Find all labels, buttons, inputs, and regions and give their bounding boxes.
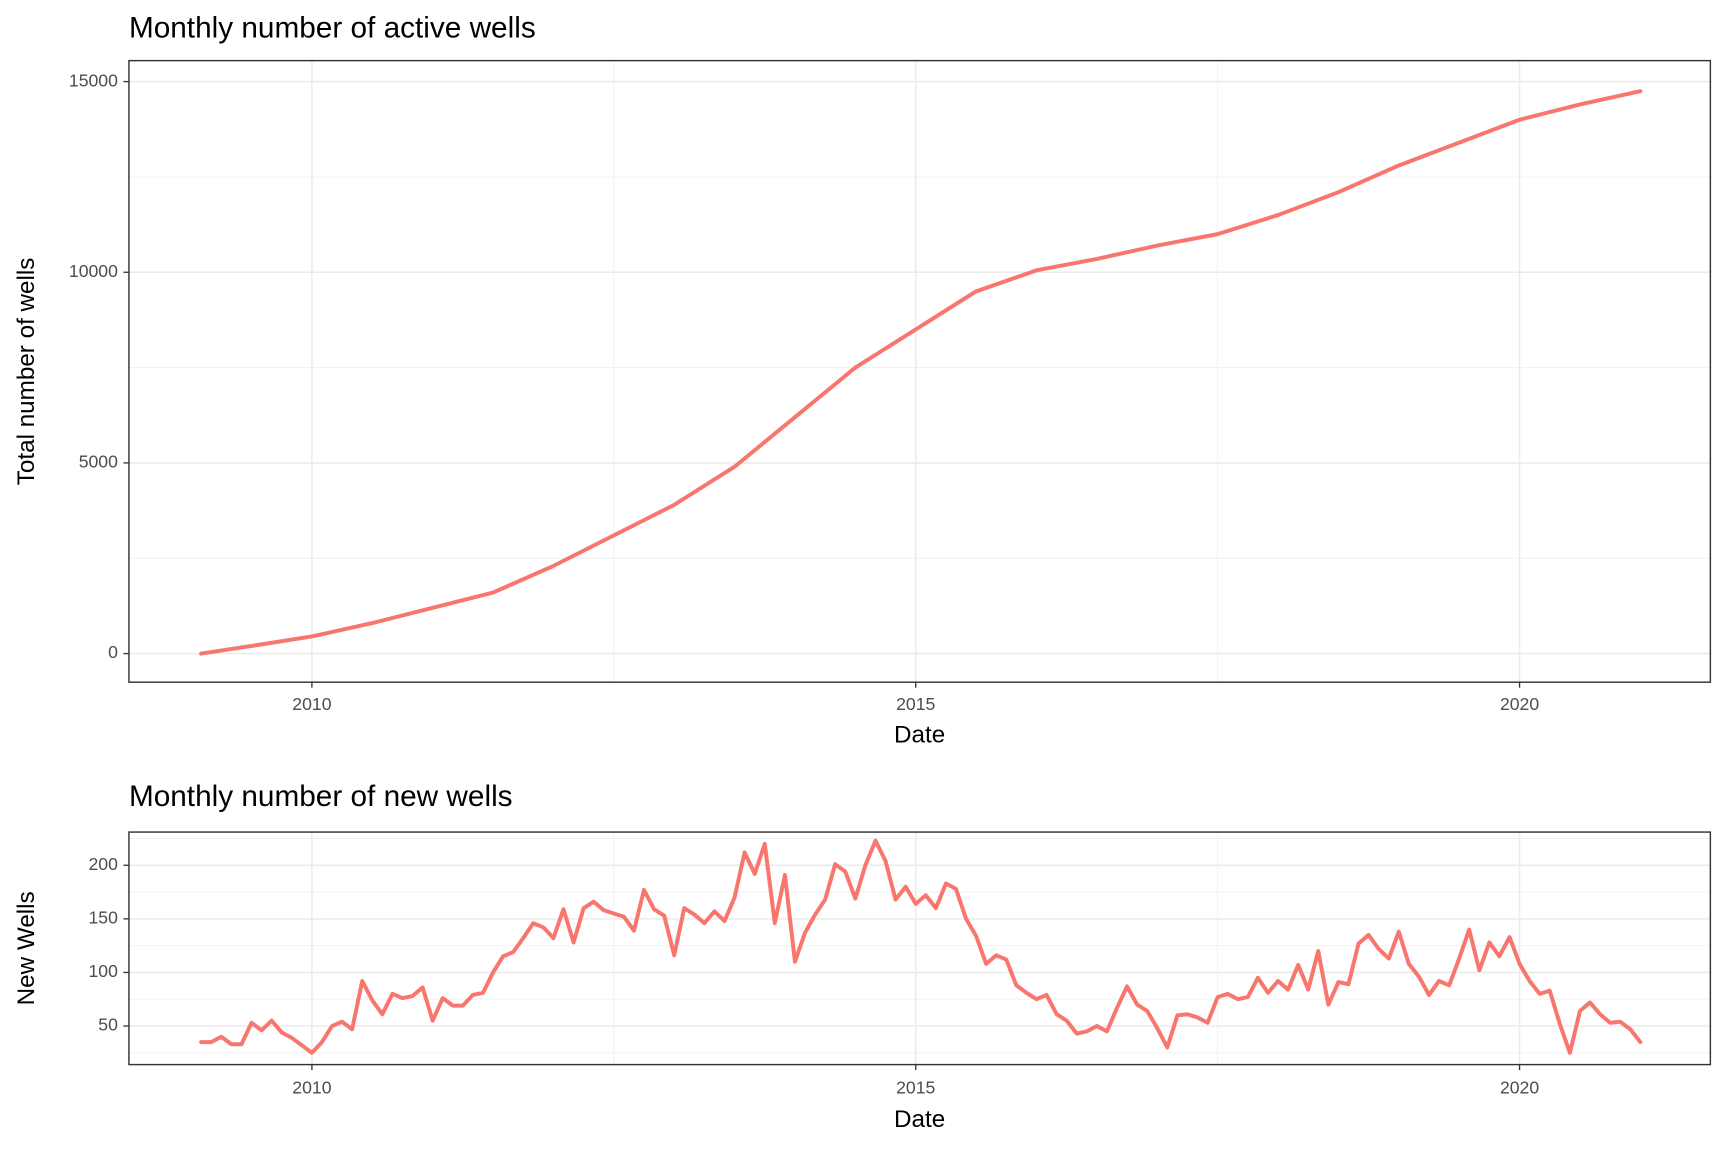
y-tick-label: 15000 — [69, 70, 118, 90]
y-tick-label: 5000 — [79, 452, 118, 472]
panel-border — [128, 59, 1712, 683]
chart-title: Monthly number of new wells — [129, 780, 513, 813]
x-axis-title: Date — [894, 1106, 945, 1133]
x-tick-label: 2015 — [896, 694, 935, 714]
x-tick-label: 2010 — [292, 1077, 331, 1097]
y-tick-label: 50 — [98, 1015, 118, 1035]
x-tick-label: 2020 — [1500, 694, 1539, 714]
y-tick-label: 200 — [88, 854, 118, 874]
y-axis-title: Total number of wells — [13, 258, 40, 486]
x-tick-label: 2010 — [292, 694, 331, 714]
data-line — [199, 89, 1643, 656]
y-tick-label: 150 — [88, 908, 118, 928]
data-line — [199, 838, 1643, 1055]
y-axis-title: New Wells — [13, 891, 40, 1005]
panel-border — [128, 831, 1712, 1066]
x-tick-label: 2020 — [1500, 1077, 1539, 1097]
chart-title: Monthly number of active wells — [129, 12, 536, 45]
y-tick-label: 100 — [88, 961, 118, 981]
panel-background — [128, 60, 1711, 683]
y-tick-label: 10000 — [69, 261, 118, 281]
x-axis-title: Date — [894, 722, 945, 749]
y-tick-label: 0 — [108, 642, 118, 662]
x-tick-label: 2015 — [896, 1077, 935, 1097]
